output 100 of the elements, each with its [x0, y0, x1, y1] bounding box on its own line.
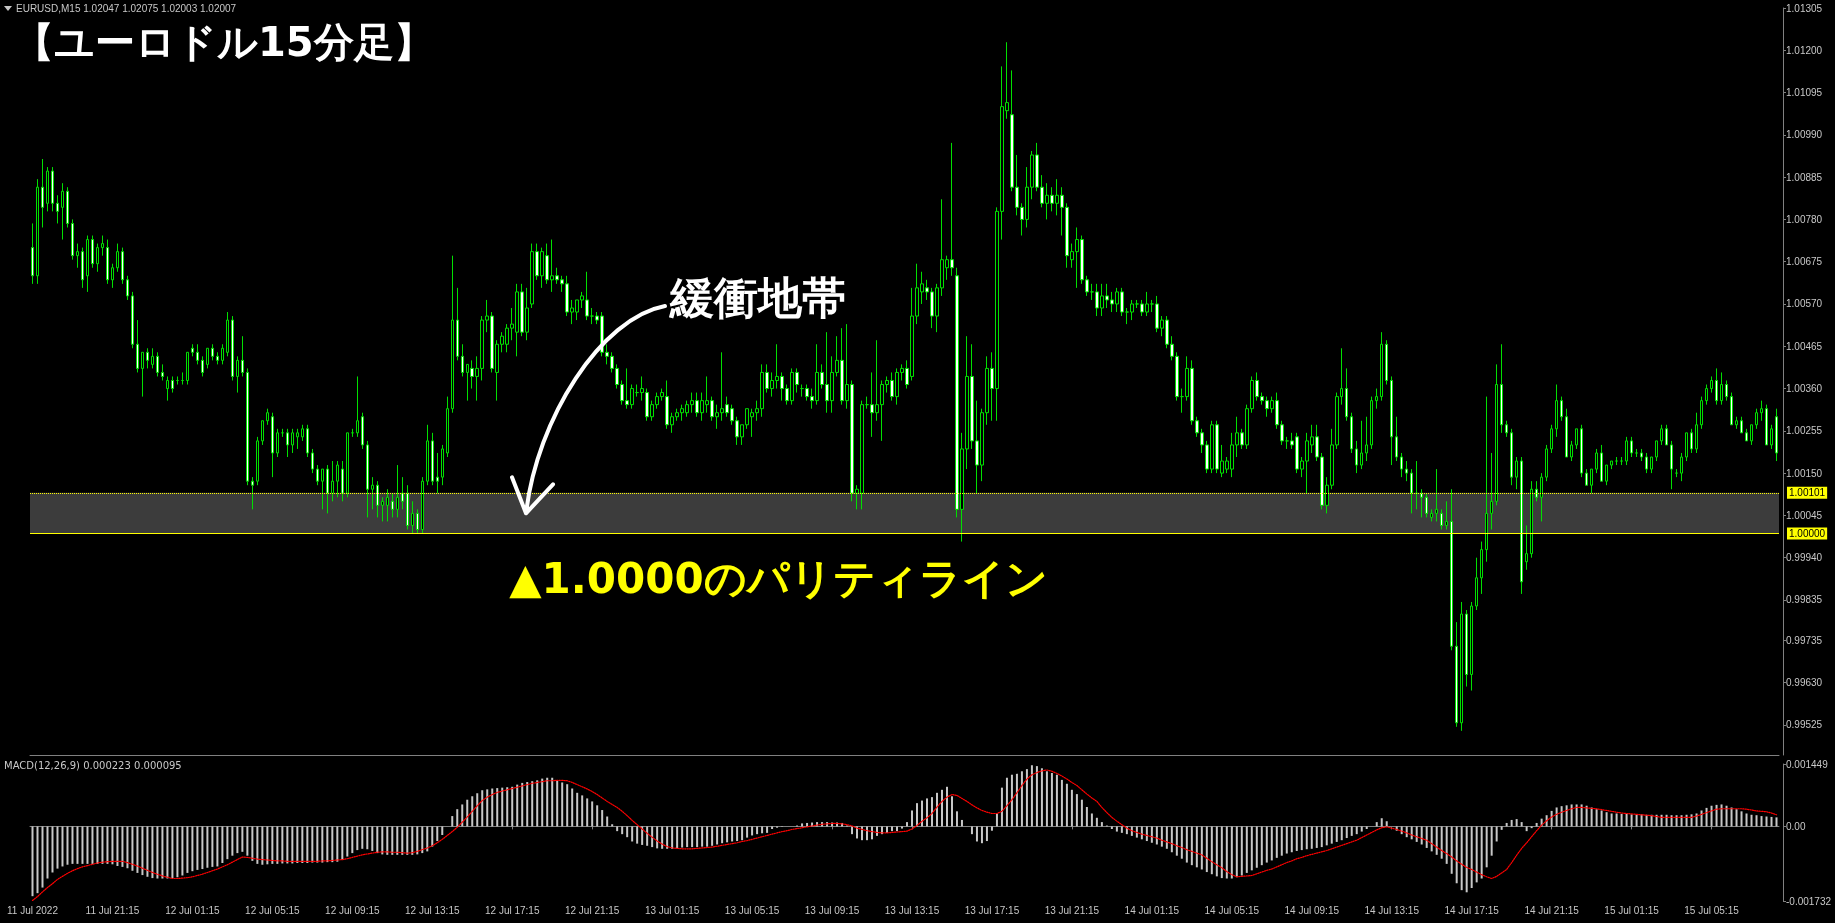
- bar: [656, 826, 659, 849]
- y-tick-label: 1.00465: [1786, 340, 1823, 352]
- bar: [351, 826, 354, 854]
- bar: [1230, 826, 1233, 879]
- bar: [441, 826, 444, 836]
- bar: [1345, 826, 1348, 839]
- candlestick: [1575, 428, 1578, 450]
- candlestick: [1435, 468, 1438, 522]
- bar: [1195, 826, 1198, 868]
- bar: [1625, 813, 1628, 827]
- bar: [66, 826, 69, 865]
- bar: [1235, 826, 1238, 878]
- bar: [1670, 815, 1673, 827]
- candlestick: [326, 464, 329, 514]
- bar: [1610, 813, 1613, 827]
- bar: [196, 826, 199, 870]
- bar: [111, 826, 114, 865]
- bar: [1135, 826, 1138, 838]
- bar: [136, 826, 139, 873]
- bar: [736, 826, 739, 842]
- bar: [1525, 826, 1528, 832]
- candlestick: [1455, 621, 1458, 728]
- bar: [960, 819, 963, 827]
- candlestick: [201, 355, 204, 377]
- y-tick-label: 1.00570: [1786, 298, 1823, 310]
- candlestick: [426, 424, 429, 486]
- candlestick: [1665, 424, 1668, 446]
- bar: [416, 826, 419, 855]
- candlestick: [81, 247, 84, 289]
- bar: [341, 826, 344, 860]
- bar: [131, 826, 134, 871]
- bar: [1210, 826, 1213, 875]
- bar: [1755, 815, 1758, 827]
- bar: [876, 826, 879, 836]
- bar: [221, 826, 224, 864]
- bar: [1470, 826, 1473, 888]
- bar: [1640, 814, 1643, 827]
- bar: [1065, 783, 1068, 827]
- bar: [975, 826, 978, 842]
- candlestick: [86, 235, 89, 293]
- candlestick: [1755, 408, 1758, 430]
- y-tick-label: 1.00780: [1786, 213, 1823, 225]
- candlestick: [71, 218, 74, 261]
- bar: [101, 826, 104, 864]
- bar: [1115, 826, 1118, 832]
- bar: [1205, 826, 1208, 873]
- x-tick-label: 14 Jul 17:15: [1444, 904, 1500, 916]
- x-tick-label: 12 Jul 09:15: [325, 904, 380, 916]
- bar: [1325, 826, 1328, 846]
- bar: [1565, 805, 1568, 827]
- candlestick: [1690, 428, 1693, 454]
- bar: [1285, 826, 1288, 854]
- bar: [621, 826, 624, 835]
- bar: [1040, 768, 1043, 827]
- bar: [1320, 826, 1323, 848]
- bar: [1280, 826, 1283, 856]
- candlestick: [261, 420, 264, 446]
- bar: [316, 826, 319, 863]
- candlestick: [241, 335, 244, 377]
- bar: [1425, 826, 1428, 848]
- bar: [1165, 826, 1168, 849]
- candlestick: [306, 424, 309, 458]
- x-tick-label: 12 Jul 21:15: [564, 904, 620, 916]
- chart-title: MACD(12,26,9) 0.000223 0.000095: [4, 759, 182, 771]
- bar: [121, 826, 124, 867]
- bar: [686, 826, 689, 848]
- candlestick: [411, 500, 414, 535]
- bar: [216, 826, 219, 867]
- bar: [431, 826, 434, 847]
- y-tick-label: 1.00990: [1786, 129, 1823, 141]
- bar: [955, 811, 958, 827]
- candlestick: [1525, 524, 1528, 571]
- candlestick: [446, 396, 449, 458]
- bar: [801, 823, 804, 827]
- candlestick: [286, 428, 289, 458]
- bar: [1275, 826, 1278, 858]
- bar: [1430, 826, 1433, 852]
- candlestick: [1565, 408, 1568, 458]
- candlestick: [1760, 400, 1763, 422]
- candlestick: [1450, 488, 1453, 651]
- bar: [1180, 826, 1183, 859]
- bar: [331, 826, 334, 863]
- bar: [1510, 819, 1513, 827]
- bar: [1270, 826, 1273, 861]
- bar: [251, 826, 254, 861]
- bar: [226, 826, 229, 860]
- bar: [181, 826, 184, 876]
- candlestick: [1580, 424, 1583, 478]
- candlestick: [246, 367, 249, 486]
- y-tick-label: 1.00675: [1786, 256, 1823, 268]
- candlestick: [1600, 444, 1603, 482]
- candlestick: [441, 444, 444, 486]
- bar: [521, 782, 524, 827]
- bar: [1720, 804, 1723, 827]
- candlestick: [171, 375, 174, 394]
- bar: [1635, 814, 1638, 827]
- candlestick: [366, 440, 369, 518]
- candlestick: [1345, 367, 1348, 422]
- candlestick: [1470, 601, 1473, 692]
- bar: [396, 826, 399, 855]
